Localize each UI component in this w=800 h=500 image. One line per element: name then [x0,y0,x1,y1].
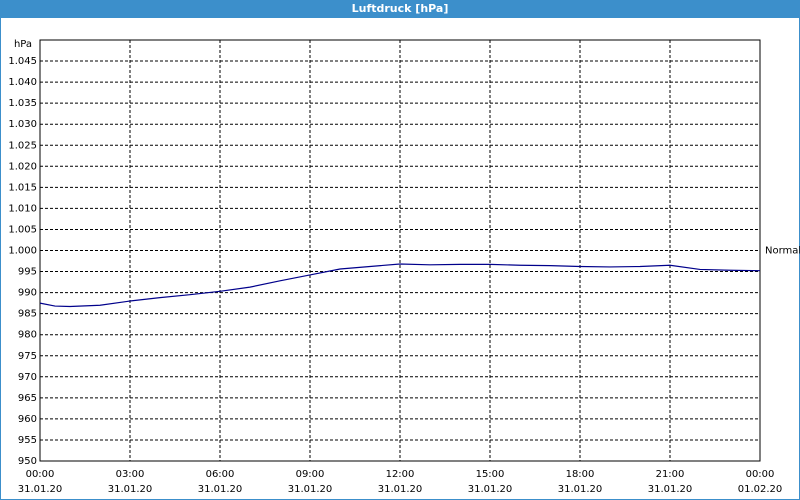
y-tick-label: 950 [18,456,37,467]
x-tick-date: 01.02.20 [738,484,783,495]
x-tick-date: 31.01.20 [468,484,513,495]
y-tick-label: 1.020 [8,161,37,172]
y-tick-label: 960 [18,414,37,425]
x-tick-date: 31.01.20 [108,484,153,495]
x-tick-label: 21:00 [656,469,685,480]
y-tick-label: 1.040 [8,77,37,88]
x-tick-label: 00:00 [26,469,55,480]
x-tick-date: 31.01.20 [558,484,603,495]
x-tick-date: 31.01.20 [378,484,423,495]
legend-entry: Normal [765,246,800,257]
x-tick-label: 03:00 [116,469,145,480]
y-tick-label: 1.000 [8,246,37,257]
x-tick-label: 12:00 [386,469,415,480]
x-tick-label: 06:00 [206,469,235,480]
x-tick-label: 15:00 [476,469,505,480]
x-tick-date: 31.01.20 [198,484,243,495]
y-tick-label: 1.015 [8,182,37,193]
x-tick-label: 18:00 [566,469,595,480]
y-tick-label: 1.035 [8,98,37,109]
y-tick-label: 1.045 [8,56,37,67]
y-tick-label: 985 [18,309,37,320]
y-tick-label: 1.030 [8,119,37,130]
x-tick-label: 09:00 [296,469,325,480]
x-tick-date: 31.01.20 [648,484,693,495]
y-tick-label: 970 [18,372,37,383]
x-tick-label: 00:00 [746,469,775,480]
chart-title: Luftdruck [hPa] [352,2,449,15]
y-axis-label: hPa [14,39,32,50]
title-bar [0,0,800,18]
plot-border [39,39,761,462]
data-line [39,263,761,308]
y-tick-label: 995 [18,267,37,278]
y-tick-label: 1.025 [8,140,37,151]
y-tick-label: 965 [18,393,37,404]
y-tick-label: 1.010 [8,203,37,214]
y-tick-label: 975 [18,351,37,362]
y-tick-label: 1.005 [8,224,37,235]
x-tick-date: 31.01.20 [288,484,333,495]
x-tick-date: 31.01.20 [18,484,63,495]
y-tick-label: 955 [18,435,37,446]
y-tick-label: 980 [18,330,37,341]
y-tick-label: 990 [18,288,37,299]
